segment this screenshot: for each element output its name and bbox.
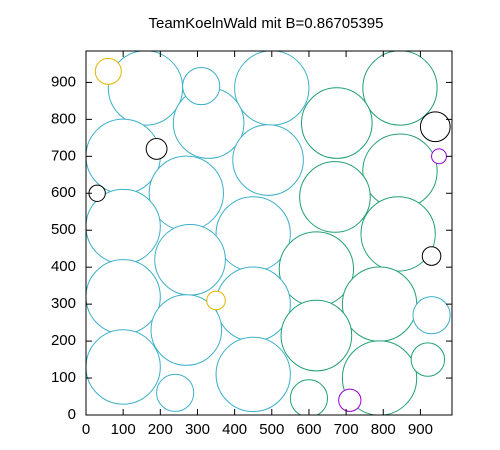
packed-circle [431, 148, 447, 165]
packed-circle [362, 51, 438, 126]
plot-area [86, 51, 451, 415]
x-tick-label: 0 [82, 421, 90, 438]
packed-circle [94, 57, 122, 85]
packed-circle [215, 196, 291, 272]
x-tick-label: 200 [148, 421, 173, 438]
packed-circle [232, 124, 304, 196]
packed-circle [206, 290, 226, 311]
packed-circle [410, 342, 446, 377]
y-tick-label: 200 [51, 332, 76, 349]
y-tick-label: 0 [68, 406, 76, 423]
packed-circle [419, 111, 451, 143]
plot-frame [85, 50, 453, 416]
packed-circle [421, 246, 442, 266]
x-tick-label: 800 [371, 421, 396, 438]
packed-circle [148, 155, 224, 231]
packed-circle [289, 379, 329, 415]
y-tick-label: 100 [51, 369, 76, 386]
x-tick-label: 400 [222, 421, 247, 438]
packed-circle [145, 138, 168, 160]
packed-circle [412, 296, 451, 335]
packed-circle [280, 299, 353, 372]
x-tick-label: 900 [408, 421, 433, 438]
x-tick-label: 500 [259, 421, 284, 438]
packed-circle [86, 259, 161, 335]
packed-circle [341, 266, 418, 342]
packed-circle [156, 373, 195, 412]
packed-circle [150, 294, 223, 366]
y-tick-label: 300 [51, 295, 76, 312]
packed-circle [234, 51, 310, 126]
packed-circle [215, 336, 291, 413]
y-tick-label: 900 [51, 73, 76, 90]
x-tick-label: 600 [296, 421, 321, 438]
packed-circle [86, 329, 161, 405]
packed-circle [299, 161, 371, 233]
chart-title: TeamKoelnWald mit B=0.86705395 [148, 15, 383, 32]
packed-circle [154, 223, 226, 296]
packed-circle [278, 231, 355, 307]
x-tick-label: 100 [111, 421, 136, 438]
packed-circle [215, 266, 291, 342]
y-tick-label: 500 [51, 221, 76, 238]
packed-circle [107, 51, 184, 126]
x-tick-label: 300 [185, 421, 210, 438]
packed-circle [182, 67, 221, 106]
packed-circle [338, 388, 362, 412]
y-tick-label: 800 [51, 110, 76, 127]
packed-circle [301, 87, 373, 159]
packed-circle [360, 196, 436, 272]
y-tick-label: 400 [51, 258, 76, 275]
x-tick-label: 700 [334, 421, 359, 438]
y-tick-label: 600 [51, 184, 76, 201]
y-tick-label: 700 [51, 147, 76, 164]
packed-circle [341, 340, 418, 415]
